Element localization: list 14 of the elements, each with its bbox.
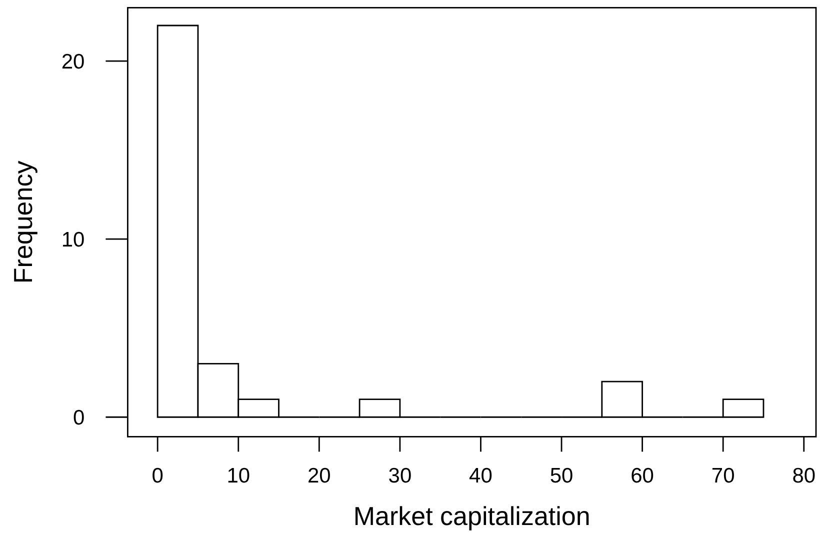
x-tick-label: 50 (550, 464, 574, 488)
x-axis-title: Market capitalization (353, 501, 590, 531)
x-tick-label: 30 (388, 464, 412, 488)
y-axis-title: Frequency (8, 160, 38, 284)
x-tick-label: 0 (152, 464, 164, 488)
y-tick-label: 10 (61, 228, 85, 252)
y-tick-label: 20 (61, 50, 85, 74)
x-tick-label: 70 (711, 464, 735, 488)
x-tick-label: 20 (307, 464, 331, 488)
y-tick-label: 0 (73, 406, 85, 430)
x-tick-label: 60 (630, 464, 654, 488)
x-tick-label: 40 (469, 464, 492, 488)
x-tick-label: 80 (792, 464, 816, 488)
x-tick-label: 10 (226, 464, 250, 488)
